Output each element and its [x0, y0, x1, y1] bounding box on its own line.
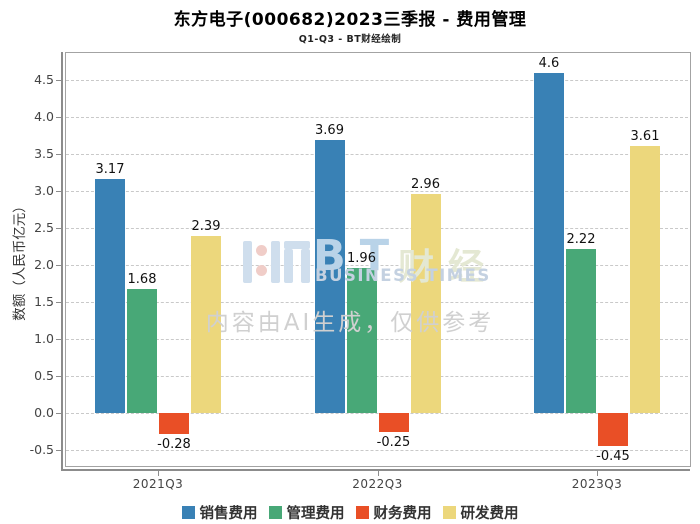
gridline — [66, 301, 688, 303]
legend-swatch-icon — [181, 506, 195, 519]
plot-area — [65, 52, 691, 467]
y-tick-mark — [56, 228, 61, 230]
legend-swatch-icon — [355, 506, 369, 519]
y-tick-label: 4.0 — [34, 109, 54, 125]
y-tick-label: 2.0 — [34, 257, 54, 273]
x-axis-spine — [61, 469, 690, 471]
y-tick-label: 1.0 — [34, 331, 54, 347]
bar — [314, 140, 345, 414]
bar-value-label: 3.17 — [95, 161, 125, 177]
y-tick-label: 2.5 — [34, 220, 54, 236]
x-tick-mark — [158, 471, 159, 476]
y-tick-mark — [56, 154, 61, 156]
y-tick-label: 4.5 — [34, 72, 54, 88]
bar — [159, 413, 189, 434]
bar — [534, 72, 564, 414]
bar-value-label: 2.96 — [411, 177, 440, 193]
chart-title: 东方电子(000682)2023三季报 - 费用管理 — [173, 10, 527, 30]
gridline — [66, 153, 688, 155]
legend-item: 管理费用 — [268, 502, 345, 523]
legend-label: 财务费用 — [373, 506, 432, 522]
x-tick-label: 2022Q3 — [352, 477, 403, 491]
bar — [346, 268, 377, 414]
legend-swatch-icon — [442, 506, 456, 519]
legend: 销售费用 管理费用 财务费用 研发费用 — [0, 502, 700, 523]
y-tick-mark — [56, 265, 61, 267]
gridline — [66, 227, 688, 229]
y-tick-label: 0.5 — [34, 368, 54, 384]
bar — [378, 413, 409, 432]
y-tick-label: 0.0 — [34, 405, 54, 421]
legend-label: 研发费用 — [460, 506, 519, 522]
y-tick-mark — [56, 339, 61, 341]
gridline — [66, 79, 688, 81]
bar — [191, 236, 221, 414]
y-tick-label: 3.0 — [34, 183, 54, 199]
x-tick-label: 2023Q3 — [571, 477, 623, 491]
legend-item: 财务费用 — [355, 502, 432, 523]
gridline — [66, 449, 688, 451]
bar-value-label: 2.22 — [566, 231, 596, 247]
gridline — [66, 116, 688, 118]
bar — [630, 145, 660, 414]
bar — [566, 248, 596, 414]
x-tick-mark — [377, 471, 379, 476]
x-tick-label: 2021Q3 — [132, 477, 184, 491]
bar — [127, 288, 157, 414]
legend-label: 销售费用 — [199, 506, 258, 522]
bar — [598, 413, 628, 447]
y-axis-spine — [61, 52, 63, 469]
y-tick-label: -0.5 — [29, 442, 54, 458]
bar-value-label: -0.45 — [596, 449, 630, 465]
y-tick-mark — [56, 302, 61, 304]
bar-value-label: 3.61 — [630, 128, 660, 144]
chart-subtitle: Q1-Q3 - BT财经绘制 — [298, 34, 402, 45]
y-tick-mark — [56, 80, 61, 82]
legend-label: 管理费用 — [286, 506, 345, 522]
bar-value-label: 3.69 — [315, 123, 344, 139]
bar-value-label: 2.39 — [191, 219, 221, 235]
legend-item: 研发费用 — [442, 502, 519, 523]
y-tick-mark — [56, 413, 61, 415]
bar-value-label: 1.68 — [127, 271, 157, 287]
y-tick-label: 1.5 — [34, 294, 54, 310]
bar-value-label: -0.28 — [157, 436, 191, 452]
bar — [95, 178, 125, 414]
y-tick-mark — [56, 191, 61, 193]
gridline — [66, 412, 688, 414]
bar-value-label: 1.96 — [347, 251, 376, 267]
x-tick-mark — [597, 471, 598, 476]
bar-value-label: -0.25 — [376, 434, 411, 450]
gridline — [66, 338, 688, 340]
gridline — [66, 264, 688, 266]
bar — [410, 194, 441, 414]
gridline — [66, 375, 688, 377]
legend-swatch-icon — [268, 506, 282, 519]
bar-value-label: 4.6 — [538, 55, 560, 71]
y-tick-mark — [56, 117, 61, 119]
gridline — [66, 190, 688, 192]
y-tick-mark — [56, 376, 61, 378]
y-tick-mark — [56, 450, 61, 452]
legend-item: 销售费用 — [181, 502, 258, 523]
y-tick-label: 3.5 — [34, 146, 54, 162]
